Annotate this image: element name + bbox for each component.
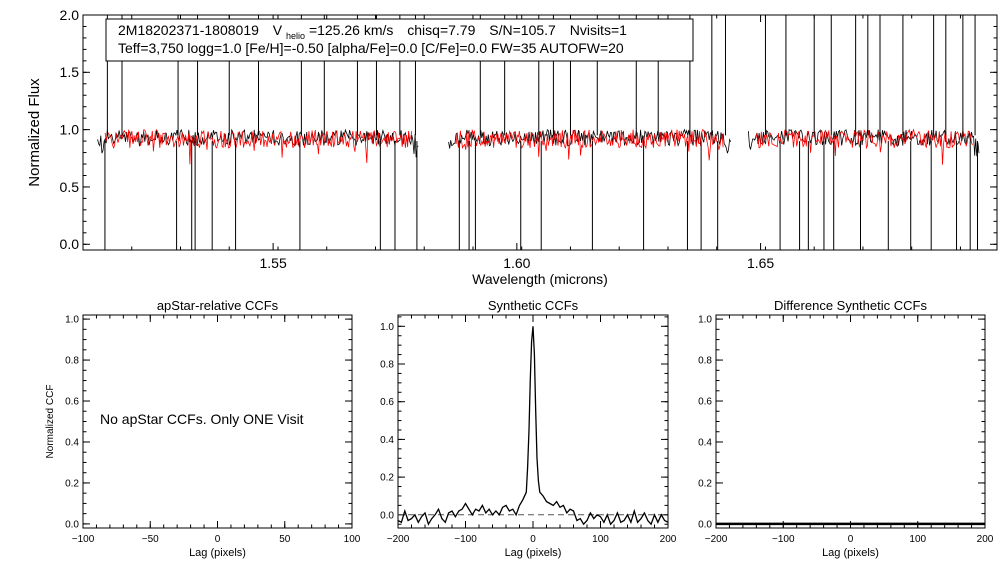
legend-box: 2M18202371-1808019 V helio =125.26 km/s … <box>105 18 694 62</box>
y-tick-label: 1.5 <box>60 64 80 80</box>
y-tick-label: 0.2 <box>380 473 394 484</box>
y-tick-label: 1.0 <box>65 315 79 326</box>
x-tick-label: 100 <box>592 534 609 545</box>
y-tick-label: 0.2 <box>698 478 712 489</box>
x-tick-label: −200 <box>387 534 410 545</box>
x-tick-label: −200 <box>705 534 728 545</box>
difference-ccf-chart: −200 −100 0 100 200 0.0 0.2 0.4 0.6 0.8 1.0 Differe… <box>698 298 994 559</box>
synthetic-ccf-chart: −200 −100 0 100 200 0.0 0.2 0.4 0.6 0.8 1.0 Synthet… <box>380 298 677 559</box>
spectrum-ylabel: Normalized Flux <box>26 78 43 187</box>
apstar-ccf-xlabel: Lag (pixels) <box>189 547 246 559</box>
y-tick-label: 0.0 <box>65 519 79 530</box>
difference-ccf-xlabel: Lag (pixels) <box>822 547 879 559</box>
x-tick-label: 100 <box>909 534 926 545</box>
y-tick-label: 1.0 <box>60 122 80 138</box>
y-tick-label: 0.4 <box>698 437 712 448</box>
apstar-ccf-title: apStar-relative CCFs <box>157 298 279 313</box>
synthetic-ccf-xlabel: Lag (pixels) <box>505 547 562 559</box>
x-tick-label: −100 <box>454 534 477 545</box>
x-tick-label: 0 <box>215 534 221 545</box>
y-tick-label: 0.4 <box>65 437 79 448</box>
x-tick-label: 0 <box>848 534 854 545</box>
y-tick-label: 0.8 <box>380 360 394 371</box>
y-tick-label: 0.8 <box>698 356 712 367</box>
ccf-ccf-line <box>397 326 669 526</box>
x-tick-label: −100 <box>72 534 95 545</box>
apstar-ccf-ylabel: Normalized CCF <box>45 385 56 459</box>
legend-line-1: 2M18202371-1808019 V helio =125.26 km/s … <box>118 22 627 42</box>
x-tick-label: 1.65 <box>747 255 774 271</box>
x-tick-label: −100 <box>772 534 795 545</box>
y-tick-label: 0.6 <box>698 397 712 408</box>
model-spectrum-line <box>755 128 973 165</box>
y-tick-label: 0.4 <box>380 435 394 446</box>
x-tick-label: 100 <box>344 534 361 545</box>
y-tick-label: 2.0 <box>60 7 80 23</box>
x-tick-label: 50 <box>279 534 291 545</box>
spectrum-frame <box>82 14 998 251</box>
star-id: 2M18202371-1808019 <box>118 22 259 38</box>
no-ccf-message: No apStar CCFs. Only ONE Visit <box>100 411 304 427</box>
y-tick-label: 0.2 <box>65 478 79 489</box>
snr-value: S/N=105.7 <box>489 22 556 38</box>
difference-ccf-title: Difference Synthetic CCFs <box>774 298 927 313</box>
y-tick-label: 1.0 <box>698 315 712 326</box>
vhelio-symbol: V <box>273 22 283 38</box>
vhelio-subscript: helio <box>286 31 305 41</box>
chisq-value: chisq=7.79 <box>407 22 475 38</box>
x-tick-label: −50 <box>142 534 159 545</box>
x-tick-label: 200 <box>977 534 994 545</box>
y-tick-label: 0.0 <box>60 236 80 252</box>
y-tick-label: 0.8 <box>65 356 79 367</box>
synthetic-ccf-title: Synthetic CCFs <box>488 298 579 313</box>
model-spectrum-line <box>455 128 724 161</box>
nvisits-value: Nvisits=1 <box>570 22 627 38</box>
x-tick-label: 1.55 <box>259 255 286 271</box>
x-tick-label: 1.60 <box>503 255 530 271</box>
y-tick-label: 0.0 <box>380 510 394 521</box>
x-tick-label: 200 <box>660 534 677 545</box>
y-tick-label: 0.0 <box>698 519 712 530</box>
y-tick-label: 0.6 <box>65 397 79 408</box>
synthetic-ccf-frame <box>397 314 669 529</box>
difference-ccf-frame <box>715 314 986 529</box>
x-tick-label: 0 <box>530 534 536 545</box>
stellar-params: Teff=3,750 logg=1.0 [Fe/H]=-0.50 [alpha/… <box>118 40 624 56</box>
vhelio-value: =125.26 km/s <box>309 22 393 38</box>
y-tick-label: 0.6 <box>380 397 394 408</box>
apstar-ccf-chart: −100 −50 0 50 100 0.0 0.2 0.4 0.6 0.8 1.0 apStar-re… <box>45 298 361 559</box>
y-tick-label: 1.0 <box>380 322 394 333</box>
spectrum-xlabel: Wavelength (microns) <box>472 271 608 287</box>
y-tick-label: 0.5 <box>60 179 80 195</box>
